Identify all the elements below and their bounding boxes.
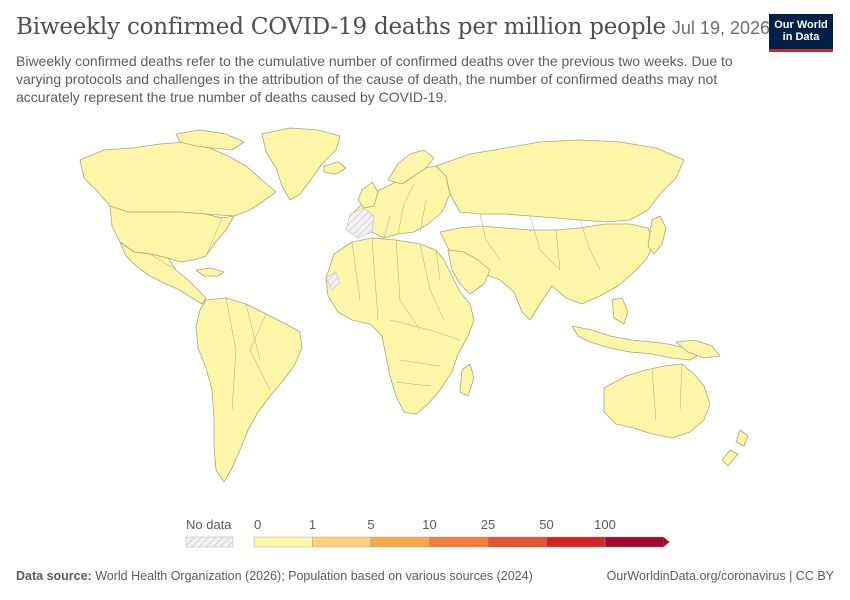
chart-date: Jul 19, 2026 [671,18,770,38]
legend-bin-swatch[interactable] [429,536,489,548]
chart-subtitle: Biweekly confirmed deaths refer to the c… [16,53,733,105]
legend-bin-swatch[interactable] [312,536,372,548]
legend-bin-swatch[interactable] [253,536,313,548]
owid-logo[interactable]: Our World in Data [769,14,833,52]
legend-bin-swatch[interactable] [370,536,430,548]
logo-line-2: in Data [782,31,820,43]
legend-bin-label: 25 [481,517,495,532]
footer-source: Data source: World Health Organization (… [16,569,533,583]
footer-link[interactable]: OurWorldinData.org/coronavirus | CC BY [606,569,834,583]
region-africa[interactable] [325,237,475,415]
footer-source-label: Data source: [16,569,92,583]
region-indonesia[interactable] [571,325,701,361]
color-legend: No data 0 1 5 10 25 50 100 [185,517,670,548]
region-asia-south-east[interactable] [439,223,655,321]
region-arabia[interactable] [447,249,491,295]
region-philippines[interactable] [611,297,629,325]
region-new-guinea[interactable] [675,339,721,359]
land-masses [79,127,749,483]
logo-line-1: Our World [774,19,828,31]
legend-no-data-swatch [185,536,234,548]
legend-bin-label: 5 [367,517,374,532]
region-uk-ireland[interactable] [357,181,379,209]
region-canada-alaska[interactable] [79,141,277,217]
legend-bin-label: 50 [539,517,553,532]
region-greenland[interactable] [261,127,341,201]
no-data-regions [325,207,375,291]
chart-header: Biweekly confirmed COVID-19 deaths per m… [16,14,770,40]
chart-title: Biweekly confirmed COVID-19 deaths per m… [16,14,666,40]
region-mexico-central-america[interactable] [119,241,207,305]
legend-bin-label: 100 [594,517,616,532]
region-arctic-islands[interactable] [175,129,245,151]
legend-no-data-label: No data [186,517,232,532]
legend-bin-swatch[interactable] [546,536,606,548]
legend-bin-swatch[interactable] [487,536,547,548]
region-russia-asia[interactable] [435,139,685,223]
legend-no-data: No data [185,517,234,548]
footer-source-text: World Health Organization (2026); Popula… [95,569,533,583]
region-no-data-western-sahara[interactable] [325,271,341,291]
region-new-zealand-south[interactable] [721,449,739,467]
region-no-data-iberia[interactable] [345,207,375,239]
region-madagascar[interactable] [459,363,475,397]
footer: Data source: World Health Organization (… [16,569,834,583]
world-map [79,127,749,483]
legend-bins: 0 1 5 10 25 50 100 [253,517,670,548]
legend-arrow-tip [663,537,670,547]
region-australia[interactable] [603,363,711,439]
country-borders [149,183,683,421]
region-south-america[interactable] [195,297,303,483]
legend-bin-label: 10 [422,517,436,532]
region-japan[interactable] [647,215,667,255]
region-new-zealand[interactable] [735,429,749,447]
region-iceland[interactable] [323,161,347,175]
region-caribbean[interactable] [195,267,225,277]
legend-bin-label: 1 [309,517,316,532]
legend-bin-label: 0 [254,517,261,532]
region-scandinavia[interactable] [387,149,435,185]
legend-bin-swatch[interactable] [604,536,664,548]
